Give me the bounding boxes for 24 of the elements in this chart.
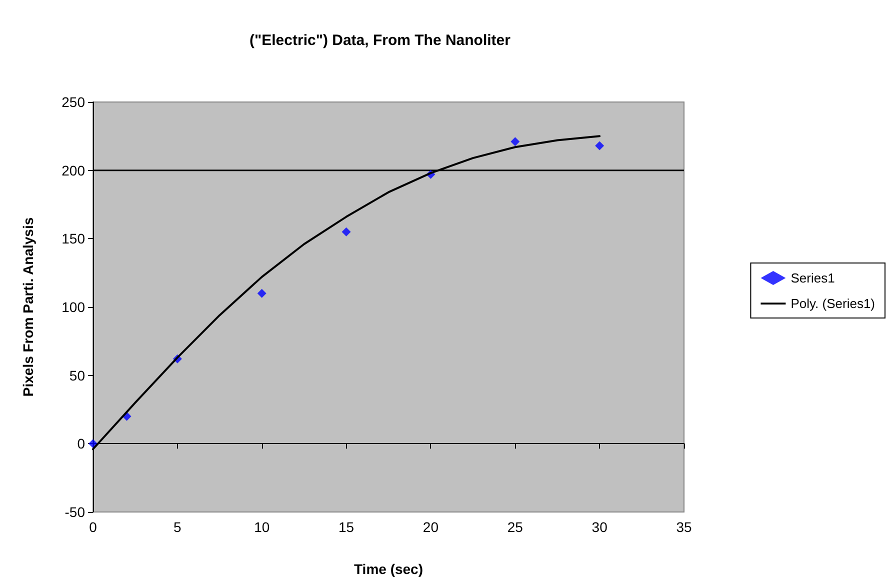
x-tick-label: 35 (676, 519, 692, 535)
x-tick-label: 0 (89, 519, 98, 535)
y-axis-title: Pixels From Parti. Analysis (20, 217, 36, 397)
y-tick-label: 50 (69, 367, 86, 384)
point (595, 141, 604, 150)
y-tick-label: 0 (77, 436, 86, 452)
x-tick-label: 25 (507, 519, 524, 535)
x-tick-label: 20 (422, 519, 439, 535)
x-tick-label: 30 (592, 519, 608, 535)
point (257, 288, 266, 298)
chart-title: ("Electric") Data, From The Nanoliter (250, 32, 511, 49)
legend-label: Series1 (790, 270, 835, 286)
point (510, 137, 520, 146)
x-tick-label: 10 (254, 519, 270, 535)
point (342, 227, 351, 236)
x-tick-label: 15 (338, 519, 354, 535)
y-tick-label: 100 (62, 299, 86, 315)
x-axis-title: Time (sec) (354, 561, 423, 577)
y-tick-label: 250 (62, 94, 86, 110)
legend-label: Poly. (Series1) (790, 296, 876, 311)
y-tick-label: 200 (62, 162, 86, 178)
x-tick-label: 5 (174, 519, 182, 535)
y-tick-label: -50 (64, 504, 86, 520)
y-tick-label: 150 (62, 230, 86, 247)
